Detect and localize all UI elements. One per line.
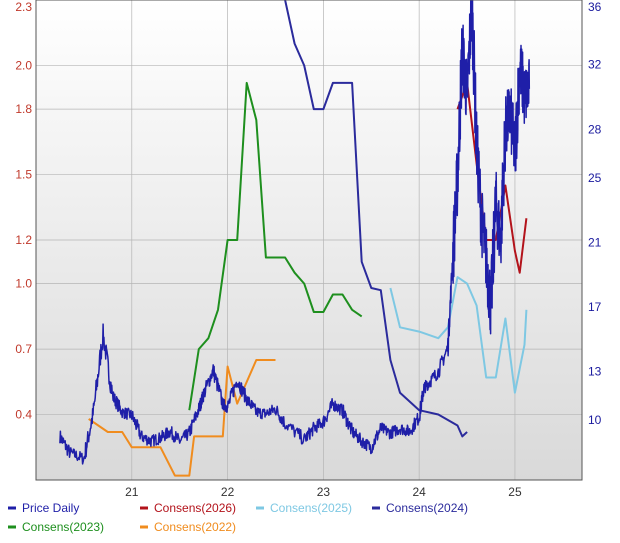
right-axis: 10 13 17 21 25 28 32 36	[588, 0, 602, 427]
x-tick-label: 25	[508, 485, 522, 499]
legend-label: Consens(2023)	[22, 520, 104, 534]
right-tick-label: 36	[588, 0, 602, 14]
legend-label: Consens(2022)	[154, 520, 236, 534]
grid	[36, 0, 582, 480]
left-tick-label: 0.4	[15, 408, 32, 422]
right-tick-label: 10	[588, 413, 602, 427]
left-tick-label: 2.3	[15, 0, 32, 14]
right-tick-label: 17	[588, 300, 602, 314]
series-line-consens-2022	[88, 359, 276, 477]
legend-item[interactable]: Consens(2025)	[256, 501, 352, 515]
series-line-consens-2025	[389, 276, 528, 394]
legend-label: Consens(2024)	[386, 501, 468, 515]
right-tick-label: 28	[588, 122, 602, 136]
left-tick-label: 1.5	[15, 168, 32, 182]
left-tick-label: 1.2	[15, 233, 32, 247]
left-tick-label: 1.8	[15, 102, 32, 116]
left-tick-label: 2.0	[15, 58, 32, 72]
x-tick-label: 24	[412, 485, 426, 499]
series-layer	[59, 0, 531, 477]
plot-frame	[35, 0, 583, 481]
x-tick-label: 21	[125, 485, 139, 499]
right-tick-label: 25	[588, 171, 602, 185]
legend-item[interactable]: Consens(2026)	[140, 501, 236, 515]
legend: Price Daily Consens(2026) Consens(2025) Con…	[8, 501, 468, 534]
legend-item[interactable]: Consens(2024)	[372, 501, 468, 515]
legend-item[interactable]: Consens(2023)	[8, 520, 104, 534]
series-line-consens-2026	[456, 81, 528, 274]
legend-label: Price Daily	[22, 501, 79, 515]
x-tick-label: 23	[317, 485, 331, 499]
legend-label: Consens(2026)	[154, 501, 236, 515]
series-line-consens-2024	[284, 0, 468, 438]
right-tick-label: 13	[588, 365, 602, 379]
left-tick-label: 0.7	[15, 342, 32, 356]
legend-label: Consens(2025)	[270, 501, 352, 515]
x-axis: 21 22 23 24 25	[125, 485, 522, 499]
series-line-consens-2023	[188, 81, 363, 411]
right-tick-label: 21	[588, 235, 602, 249]
series-line-price-daily	[59, 0, 531, 465]
left-axis: 0.4 0.7 1.0 1.2 1.5 1.8 2.0 2.3	[15, 0, 32, 422]
legend-item[interactable]: Consens(2022)	[140, 520, 236, 534]
left-tick-label: 1.0	[15, 277, 32, 291]
legend-item[interactable]: Price Daily	[8, 501, 79, 515]
right-tick-label: 32	[588, 58, 602, 72]
x-tick-label: 22	[221, 485, 235, 499]
